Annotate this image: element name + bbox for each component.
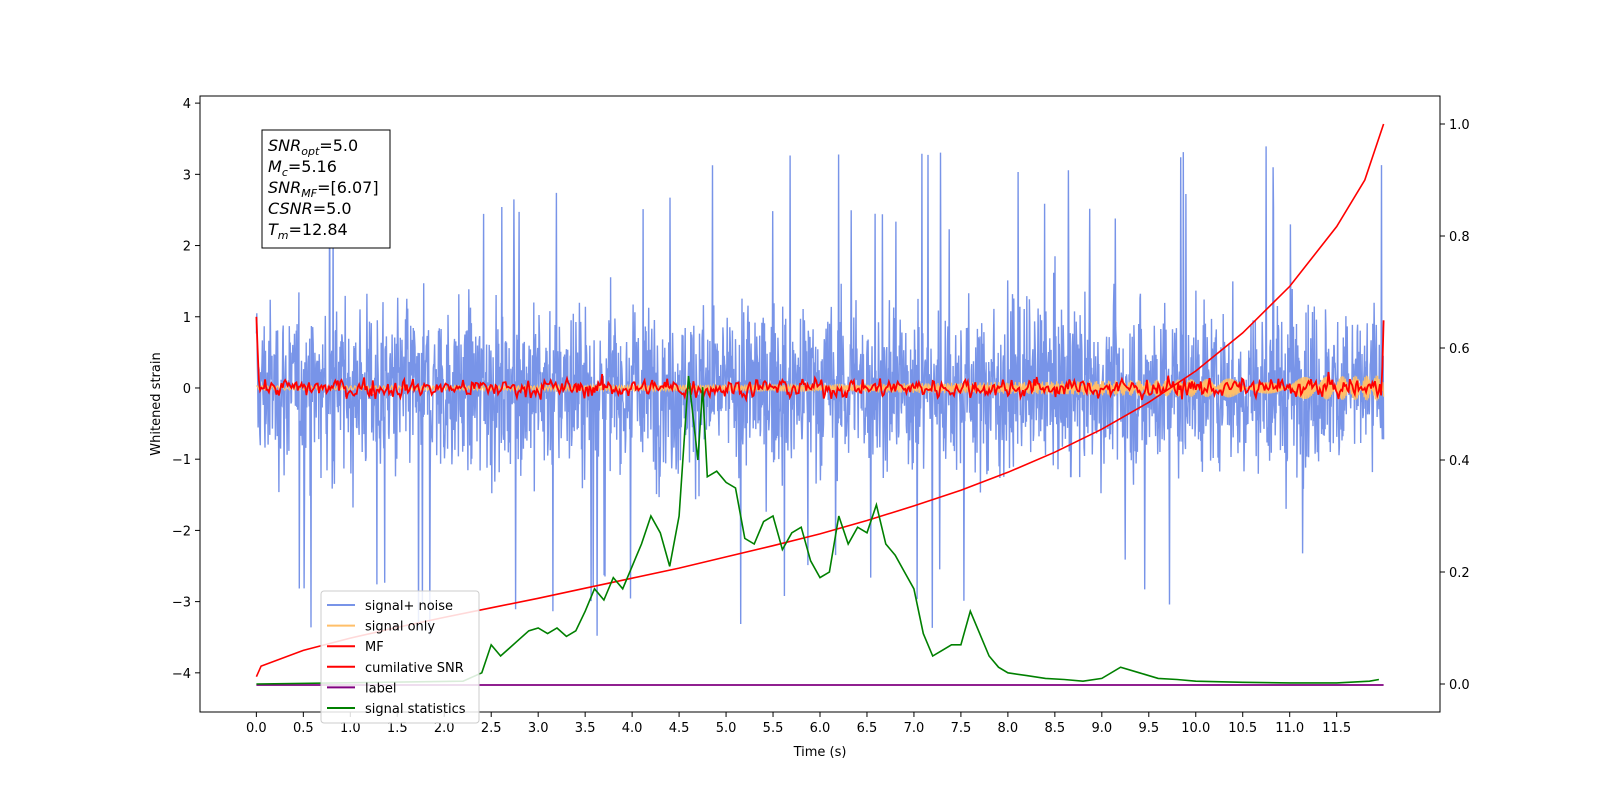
y2-tick-label: 1.0 [1449, 118, 1470, 133]
x-tick-label: 7.0 [904, 721, 925, 736]
y-axis-label: Whitened strain [149, 352, 164, 455]
x-tick-label: 0.5 [293, 721, 314, 736]
legend-label: signal+ noise [365, 599, 453, 614]
y-tick-label: 0 [183, 382, 191, 397]
info-value: =12.84 [289, 220, 348, 239]
legend-label: signal only [365, 620, 435, 635]
x-tick-label: 2.0 [434, 721, 455, 736]
x-tick-label: 10.0 [1181, 721, 1210, 736]
x-tick-label: 11.5 [1322, 721, 1351, 736]
info-box-line: SNRMF=[6.07] [268, 178, 379, 200]
x-tick-label: 4.0 [622, 721, 643, 736]
x-tick-label: 3.0 [528, 721, 549, 736]
y2-tick-label: 0.0 [1449, 678, 1470, 693]
x-tick-label: 6.0 [810, 721, 831, 736]
info-value: =[6.07] [317, 178, 379, 197]
y-tick-label: −2 [172, 524, 191, 539]
y-axis-right: 0.0 0.2 0.4 0.6 0.8 1.0 [1440, 118, 1470, 693]
info-subscript: m [278, 229, 289, 242]
info-box-frame [261, 129, 391, 249]
legend-label: label [365, 681, 396, 696]
info-symbol: SNR [268, 178, 301, 197]
y-axis-left: −4 −3 −2 −1 0 1 2 3 4 [172, 97, 200, 682]
x-tick-label: 7.5 [951, 721, 972, 736]
x-tick-label: 6.5 [857, 721, 878, 736]
y2-tick-label: 0.8 [1449, 230, 1470, 245]
series-signal-statistics [256, 375, 1380, 685]
series-mf [255, 316, 1385, 403]
x-tick-label: 4.5 [669, 721, 690, 736]
x-tick-label: 0.0 [246, 721, 267, 736]
y-tick-label: −3 [172, 596, 191, 611]
y-tick-label: 2 [183, 240, 191, 255]
x-tick-label: 2.5 [481, 721, 502, 736]
info-box-line: CSNR=5.0 [268, 199, 352, 218]
x-tick-label: 10.5 [1228, 721, 1257, 736]
y2-tick-label: 0.4 [1449, 454, 1470, 469]
x-tick-label: 9.0 [1091, 721, 1112, 736]
info-symbol: SNR [268, 136, 301, 155]
info-value: =5.0 [313, 199, 352, 218]
legend-label: signal statistics [365, 702, 466, 717]
info-subscript: c [282, 166, 288, 179]
x-axis-label: Time (s) [793, 745, 847, 760]
legend-label: MF [365, 640, 384, 655]
x-tick-label: 5.0 [716, 721, 737, 736]
x-tick-label: 1.5 [387, 721, 408, 736]
info-symbol: T [268, 220, 279, 239]
info-symbol: CSNR [268, 199, 313, 218]
y-tick-label: −4 [172, 667, 191, 682]
x-tick-label: 11.0 [1275, 721, 1304, 736]
info-subscript: MF [301, 187, 317, 200]
y-tick-label: 3 [183, 168, 191, 183]
info-value: =5.16 [288, 157, 337, 176]
x-tick-label: 8.5 [1045, 721, 1066, 736]
info-box-line: Mc=5.16 [268, 157, 337, 179]
legend: signal+ noise signal only MF cumilative SNR… [320, 590, 480, 724]
info-symbol: M [268, 157, 282, 176]
info-subscript: opt [301, 145, 320, 158]
x-tick-label: 5.5 [763, 721, 784, 736]
y-tick-label: −1 [172, 453, 191, 468]
x-tick-label: 1.0 [340, 721, 361, 736]
x-tick-label: 9.5 [1138, 721, 1159, 736]
x-tick-label: 3.5 [575, 721, 596, 736]
info-box-line: SNRopt=5.0 [268, 136, 358, 158]
legend-label: cumilative SNR [365, 661, 464, 676]
x-axis: 0.0 0.5 1.0 1.5 2.0 2.5 3.0 3.5 4.0 4.5 5.0 5.5 6.0 6… [246, 712, 1351, 736]
series-signal-plus-noise [255, 141, 1385, 636]
y-tick-label: 4 [183, 97, 191, 112]
y2-tick-label: 0.2 [1449, 566, 1470, 581]
info-value: =5.0 [319, 136, 358, 155]
info-box-line: Tm=12.84 [268, 220, 348, 242]
y-tick-label: 1 [183, 311, 191, 326]
x-tick-label: 8.0 [998, 721, 1019, 736]
info-box: SNRopt=5.0Mc=5.16SNRMF=[6.07]CSNR=5.0Tm=… [261, 129, 391, 249]
legend-frame [320, 590, 480, 724]
y2-tick-label: 0.6 [1449, 342, 1470, 357]
